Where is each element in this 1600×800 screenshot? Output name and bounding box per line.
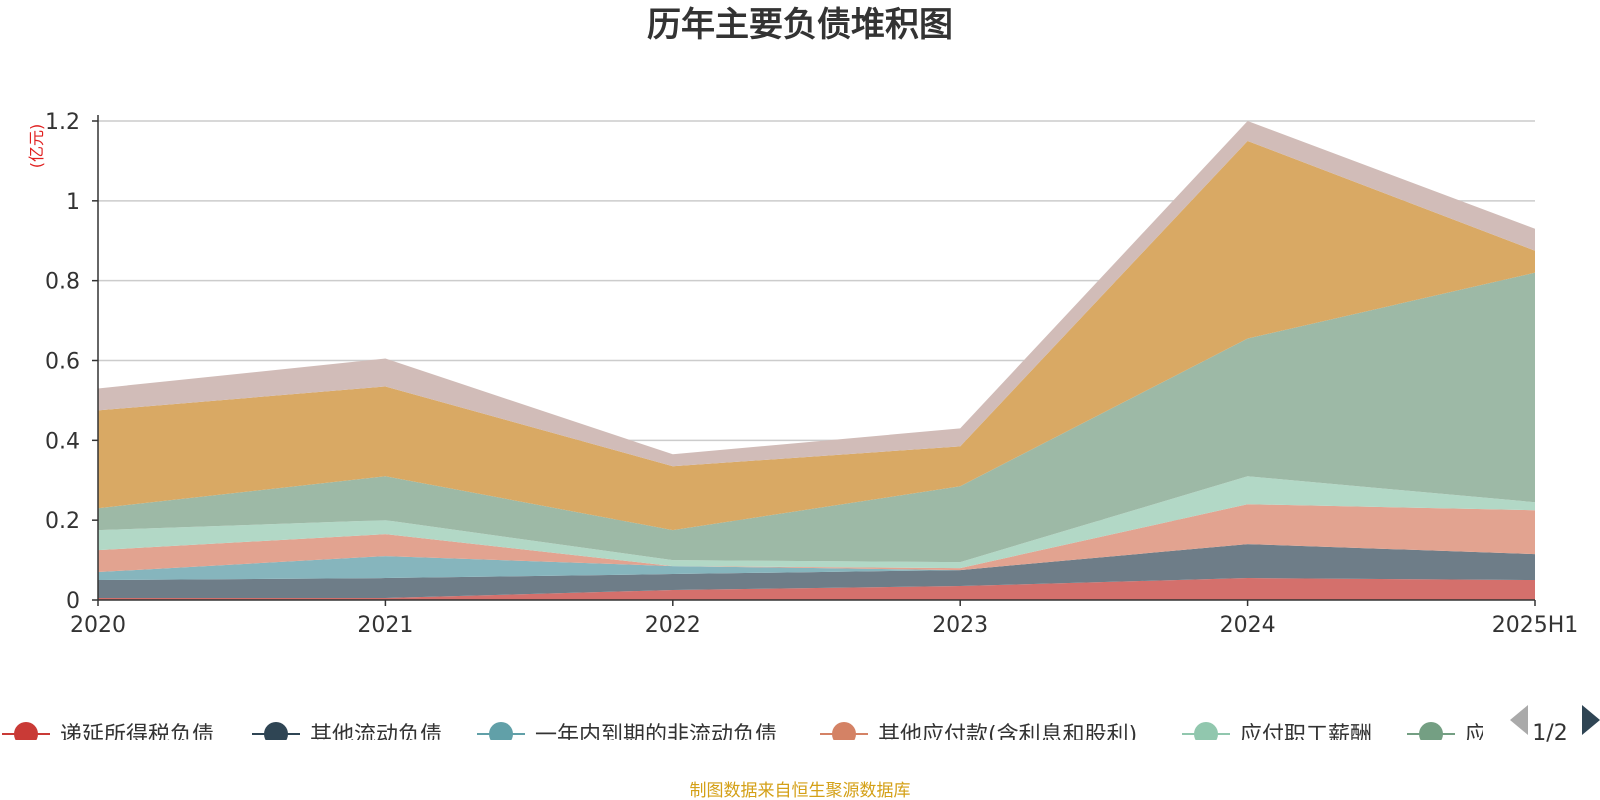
x-tick-label: 2024	[1220, 613, 1276, 638]
legend-pager: 1/2	[1510, 705, 1600, 746]
legend-page-indicator: 1/2	[1532, 721, 1567, 746]
area-series	[98, 544, 1535, 581]
area-series	[98, 476, 1535, 569]
legend-marker-icon	[1194, 722, 1218, 740]
axes: 0 0.2 0.4 0.6 0.8 1 1.2 2020 2021 2022 2023 2024 202…	[45, 110, 1578, 638]
legend: 递延所得税负债 其他流动负债 一年内到期的非流动负债 其他应付款(含利息和股利) 应付职…	[2, 722, 1487, 748]
y-tick-label: 0.2	[45, 509, 80, 534]
legend-item-label[interactable]: 其他应付款(含利息和股利)	[878, 723, 1137, 748]
data-source-note: 制图数据来自恒生聚源数据库	[690, 781, 911, 800]
y-tick-label: 0.4	[45, 429, 80, 454]
y-tick-label: 0.8	[45, 270, 80, 295]
legend-marker-icon	[489, 722, 513, 740]
legend-item-label[interactable]: 递延所得税负债	[60, 723, 214, 748]
legend-marker-icon	[832, 722, 856, 740]
x-tick-label: 2021	[357, 613, 413, 638]
area-series	[98, 140, 1535, 531]
y-tick-label: 1	[66, 190, 80, 215]
legend-marker-icon	[1419, 722, 1443, 740]
x-tick-label: 2020	[70, 613, 126, 638]
y-tick-label: 0	[66, 589, 80, 614]
x-tick-label: 2022	[645, 613, 701, 638]
y-tick-label: 1.2	[45, 110, 80, 135]
legend-marker-icon	[264, 722, 288, 740]
area-series	[98, 578, 1535, 600]
chart-title: 历年主要负债堆积图	[647, 5, 953, 45]
area-series-layer	[98, 121, 1535, 600]
legend-item-label[interactable]: 其他流动负债	[310, 723, 442, 748]
area-series	[98, 272, 1535, 563]
x-tick-label: 2025H1	[1492, 613, 1579, 638]
area-series	[98, 121, 1535, 467]
legend-prev-page-icon[interactable]	[1510, 705, 1528, 735]
y-tick-label: 0.6	[45, 350, 80, 375]
legend-item-label[interactable]: 应	[1465, 723, 1487, 748]
legend-marker-icon	[14, 722, 38, 740]
legend-next-page-icon[interactable]	[1582, 705, 1600, 735]
legend-item-label[interactable]: 应付职工薪酬	[1240, 723, 1372, 748]
area-series	[98, 504, 1535, 573]
y-axis-unit-label: (亿元)	[27, 124, 46, 169]
x-tick-label: 2023	[932, 613, 988, 638]
legend-item-label[interactable]: 一年内到期的非流动负债	[535, 723, 777, 748]
area-series	[98, 544, 1535, 599]
